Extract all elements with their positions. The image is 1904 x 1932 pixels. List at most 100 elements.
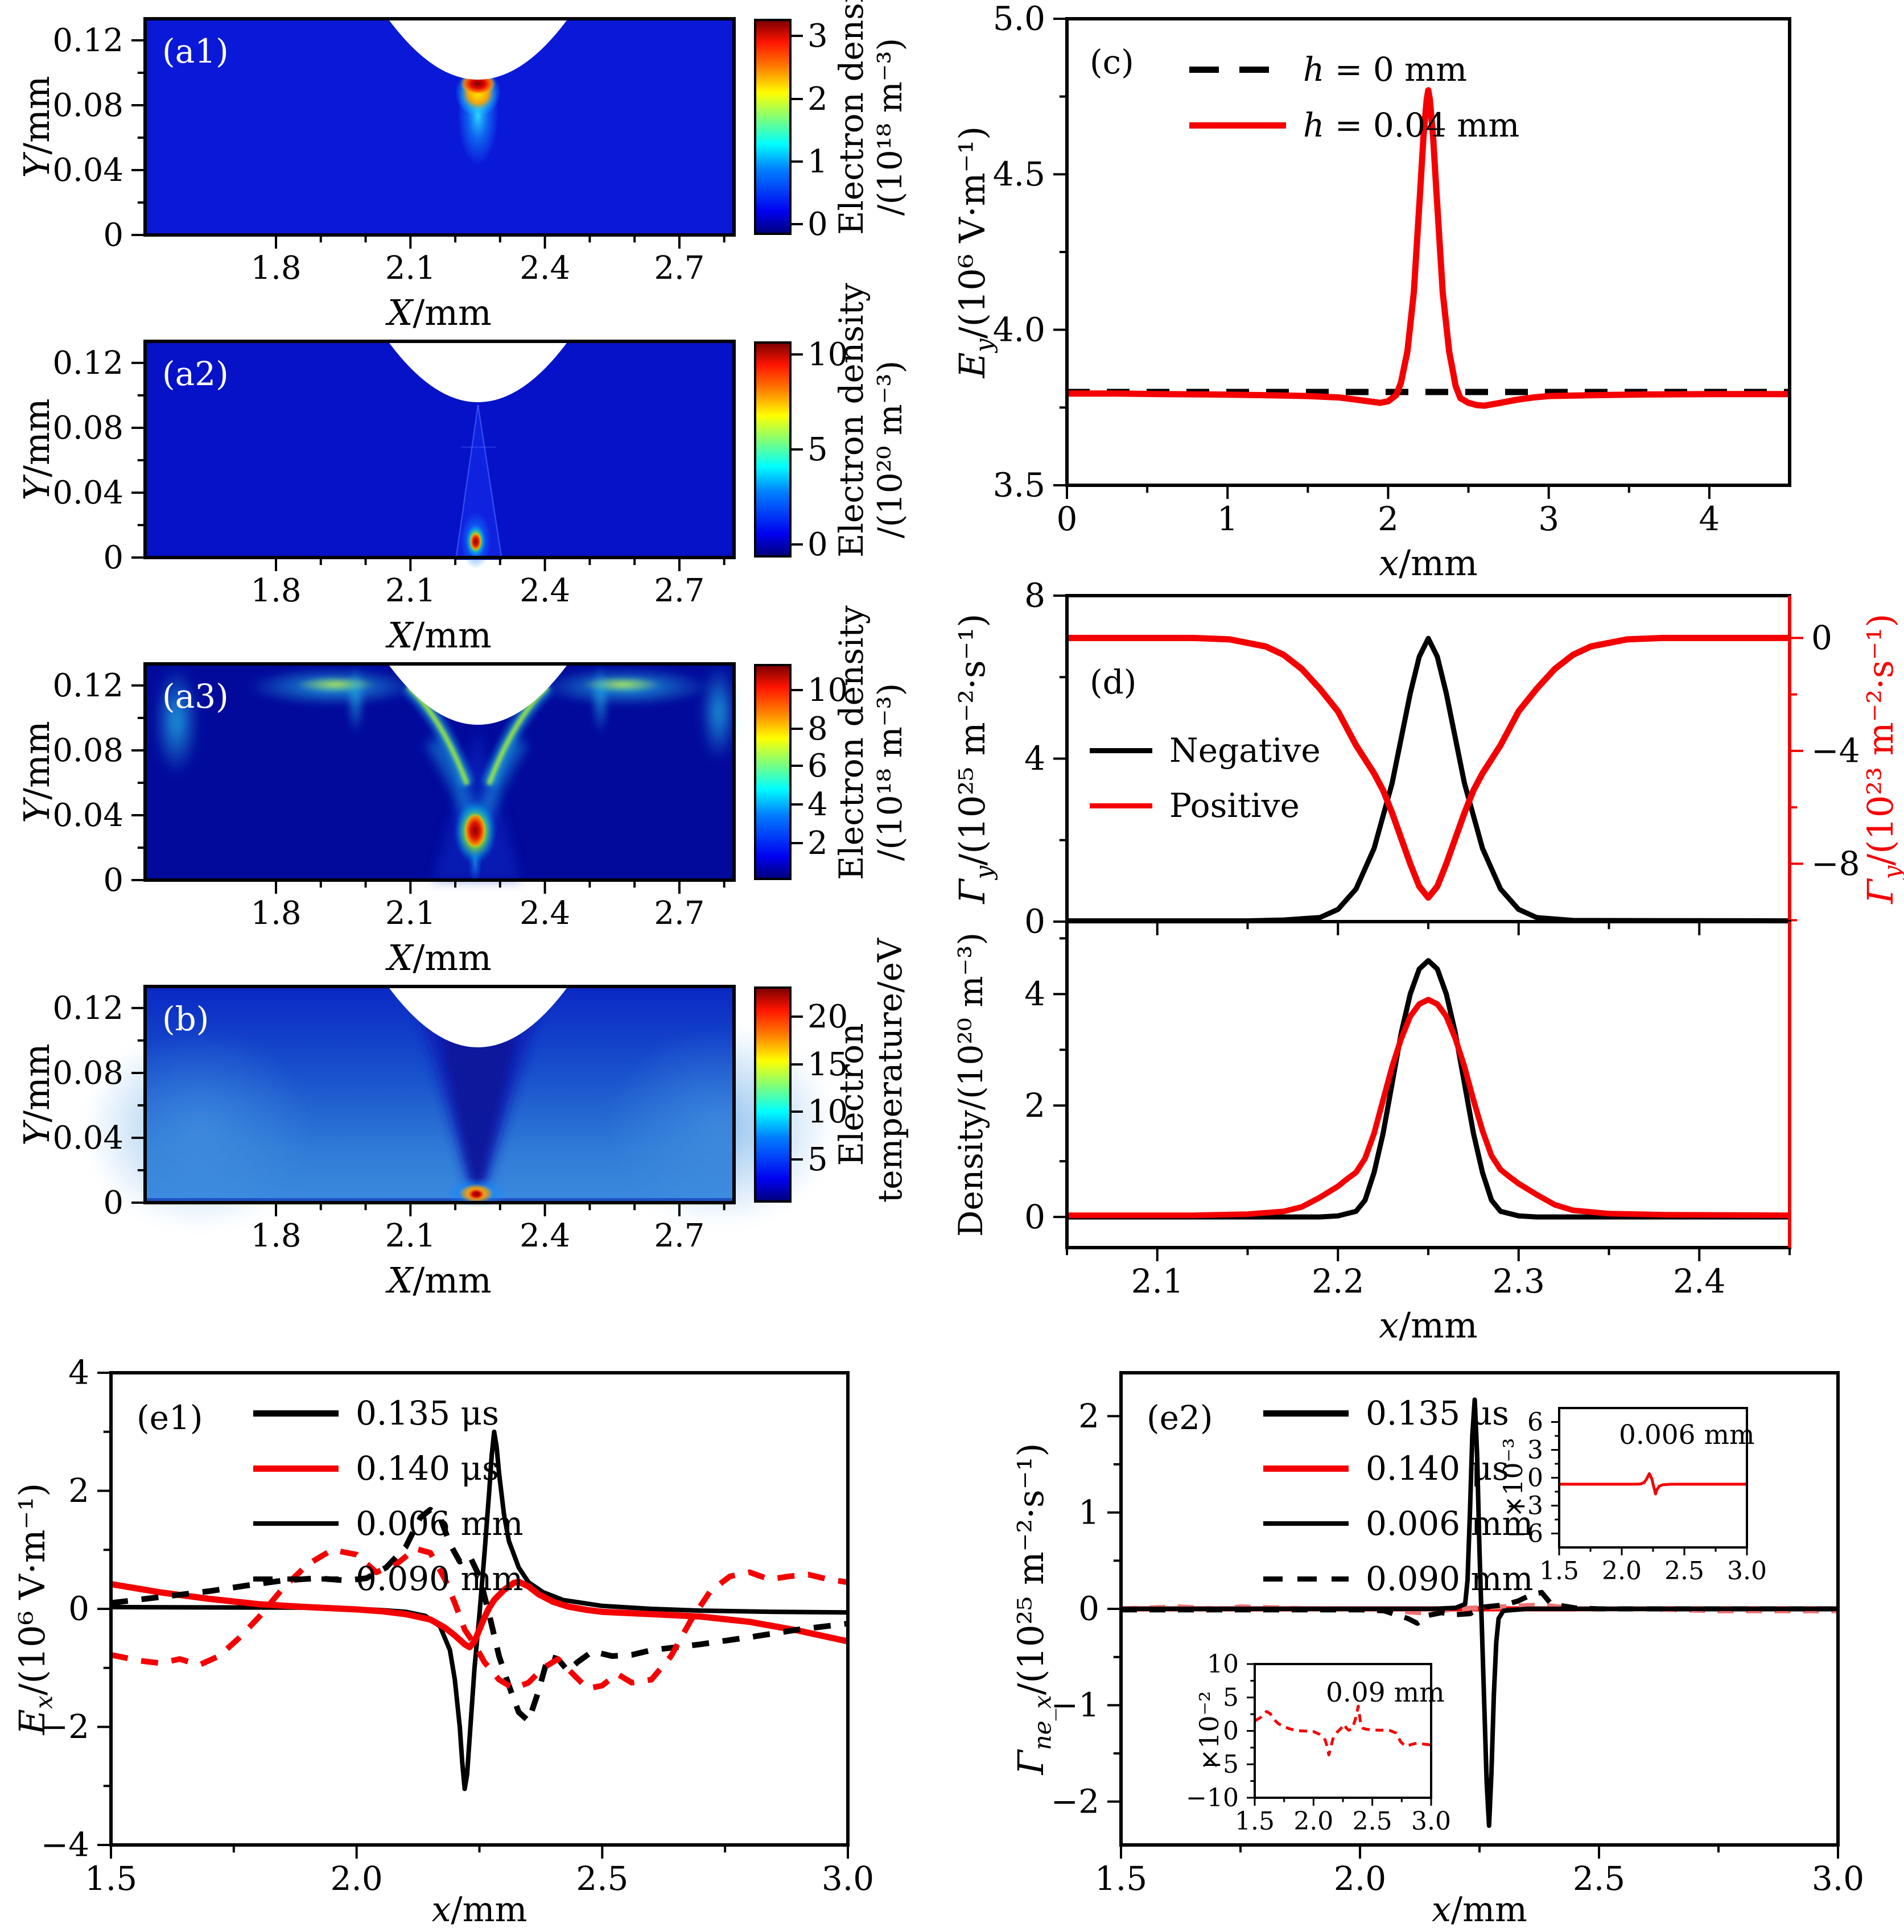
colorbar-tick bbox=[792, 803, 803, 806]
colorbar-tick bbox=[792, 1158, 803, 1161]
svg-text:2.0: 2.0 bbox=[1293, 1807, 1333, 1836]
y-axis-label-a1: Y/mm bbox=[16, 76, 57, 178]
x-axis-label-e1: x/mm bbox=[431, 1890, 527, 1930]
svg-text:5.0: 5.0 bbox=[993, 0, 1045, 38]
svg-text:1.8: 1.8 bbox=[250, 1217, 301, 1254]
x-axis-label-c: x/mm bbox=[1379, 542, 1478, 584]
inset-y-label-0006mm: ×10⁻³ bbox=[1498, 1438, 1528, 1518]
inset-chart-0006mm: 1.5 2.0 2.5 3.0 630−3−6 bbox=[1506, 1407, 1767, 1586]
colorbar-tick bbox=[792, 160, 803, 163]
svg-text:−5: −5 bbox=[1202, 1750, 1239, 1779]
colorbar-tick bbox=[792, 35, 803, 38]
y-axis-label-a3: Y/mm bbox=[16, 721, 57, 823]
legend-line-dashed-black bbox=[253, 1576, 339, 1582]
svg-text:2.5: 2.5 bbox=[1573, 1859, 1625, 1898]
panel-tag-a3: (a3) bbox=[162, 677, 229, 716]
svg-text:−3: −3 bbox=[1506, 1491, 1543, 1520]
x-axis-label-e2: x/mm bbox=[1432, 1890, 1527, 1930]
svg-text:4: 4 bbox=[1024, 739, 1045, 778]
svg-text:2.1: 2.1 bbox=[385, 250, 436, 287]
colorbar-label-a3: Electron density/(10¹⁸ m⁻³) bbox=[832, 605, 909, 880]
colorbar-label-a2: Electron density/(10²⁰ m⁻³) bbox=[832, 283, 909, 558]
svg-text:0.12: 0.12 bbox=[52, 22, 123, 59]
svg-text:0: 0 bbox=[1078, 1590, 1099, 1628]
colorbar-tick-label: 8 bbox=[807, 711, 828, 748]
svg-text:2: 2 bbox=[1078, 1397, 1099, 1435]
inset-chart-009mm: 1.5 2.0 2.5 3.0 10 5 0 −5 −10 bbox=[1186, 1650, 1451, 1836]
colorbar-tick-label: 5 bbox=[807, 431, 828, 468]
svg-text:2: 2 bbox=[1024, 1086, 1045, 1125]
y-axis-label-d-right: Γy/(10²³ m⁻²·s⁻¹) bbox=[1860, 613, 1904, 904]
svg-text:0: 0 bbox=[103, 539, 123, 576]
svg-text:3: 3 bbox=[1527, 1435, 1543, 1464]
svg-text:2.1: 2.1 bbox=[1131, 1262, 1184, 1301]
svg-text:1.5: 1.5 bbox=[1539, 1557, 1579, 1586]
svg-text:3.0: 3.0 bbox=[1727, 1557, 1767, 1586]
y-axis-label-d-lower: Density/(10²⁰ m⁻³) bbox=[951, 932, 990, 1237]
colorbar-tick-label: 20 bbox=[807, 998, 848, 1036]
colorbar-tick bbox=[792, 353, 803, 356]
svg-text:0: 0 bbox=[1811, 618, 1832, 657]
dielectric-cavity bbox=[386, 16, 570, 80]
legend-row-e2-2: 0.006 mm bbox=[1263, 1504, 1533, 1543]
heatmap-a2: 1.8 2.1 2.4 2.7 0 0.04 0.08 0.12 bbox=[52, 339, 736, 609]
colorbar-tick bbox=[792, 764, 803, 767]
legend-line-solid-red bbox=[1189, 122, 1286, 129]
svg-text:0: 0 bbox=[1024, 902, 1045, 941]
svg-text:2: 2 bbox=[1378, 499, 1399, 538]
svg-text:−2: −2 bbox=[1051, 1782, 1100, 1820]
svg-text:2: 2 bbox=[68, 1471, 89, 1510]
x-axis-label-b: X/mm bbox=[388, 1260, 492, 1301]
svg-text:0.08: 0.08 bbox=[52, 732, 123, 769]
svg-text:2.1: 2.1 bbox=[385, 1217, 436, 1254]
svg-text:2.7: 2.7 bbox=[654, 1217, 704, 1254]
colorbar-tick-label: 10 bbox=[807, 336, 848, 373]
colorbar-tick bbox=[792, 543, 803, 546]
svg-text:−4: −4 bbox=[1811, 732, 1860, 770]
colorbar-tick bbox=[792, 97, 803, 100]
svg-text:−10: −10 bbox=[1186, 1784, 1239, 1813]
legend-line-dashed-black bbox=[1263, 1576, 1349, 1582]
svg-text:0: 0 bbox=[103, 217, 123, 254]
svg-text:3: 3 bbox=[1538, 499, 1559, 538]
line-chart-d-flux: 0 4 8 0 −4 −8 bbox=[1024, 576, 1860, 941]
colorbar-tick bbox=[792, 1111, 803, 1113]
colorbar-tick bbox=[792, 223, 803, 225]
y-axis-label-a2: Y/mm bbox=[16, 398, 57, 501]
svg-text:0: 0 bbox=[103, 1184, 123, 1221]
svg-text:1.5: 1.5 bbox=[1095, 1859, 1147, 1898]
svg-text:2.5: 2.5 bbox=[1664, 1557, 1704, 1586]
svg-text:1.8: 1.8 bbox=[250, 895, 301, 932]
colorbar-tick-label: 10 bbox=[807, 671, 848, 709]
legend-line-solid-black-thick bbox=[1263, 1410, 1349, 1417]
legend-row-c-0: h = 0 mm bbox=[1189, 50, 1467, 89]
colorbar-a2: 0 5 10 bbox=[754, 336, 848, 563]
legend-line-solid-black bbox=[1090, 748, 1152, 753]
colorbar-tick bbox=[792, 688, 803, 691]
colorbar-a3: 2 4 6 8 10 bbox=[754, 664, 848, 880]
colorbar-gradient-a3 bbox=[754, 664, 792, 880]
svg-text:1.5: 1.5 bbox=[85, 1859, 137, 1898]
svg-text:0.08: 0.08 bbox=[52, 1055, 123, 1092]
inset-annotation-009mm: 0.09 mm bbox=[1326, 1677, 1445, 1708]
svg-text:3.5: 3.5 bbox=[993, 466, 1045, 505]
svg-text:4.5: 4.5 bbox=[993, 155, 1045, 193]
colorbar-tick-label: 5 bbox=[807, 1141, 828, 1178]
y-axis-label-b: Y/mm bbox=[16, 1043, 57, 1146]
inset-y-label-009mm: ×10⁻² bbox=[1194, 1691, 1225, 1771]
svg-text:1.5: 1.5 bbox=[1235, 1807, 1275, 1836]
svg-text:0.04: 0.04 bbox=[52, 797, 123, 834]
svg-text:−1: −1 bbox=[1051, 1686, 1100, 1724]
panel-tag-e2: (e2) bbox=[1147, 1398, 1213, 1437]
svg-text:2.4: 2.4 bbox=[520, 250, 570, 287]
colorbar-label-b: Electron temperature/eV bbox=[832, 938, 909, 1203]
y-axis-label-d-left: Γy/(10²⁵ m⁻²·s⁻¹) bbox=[951, 613, 998, 904]
svg-text:1: 1 bbox=[1078, 1493, 1099, 1531]
svg-text:10: 10 bbox=[1207, 1650, 1239, 1679]
svg-text:2.3: 2.3 bbox=[1493, 1262, 1545, 1301]
legend-row-e2-3: 0.090 mm bbox=[1263, 1559, 1533, 1598]
svg-text:2.7: 2.7 bbox=[654, 250, 704, 287]
svg-text:0: 0 bbox=[1527, 1463, 1543, 1492]
